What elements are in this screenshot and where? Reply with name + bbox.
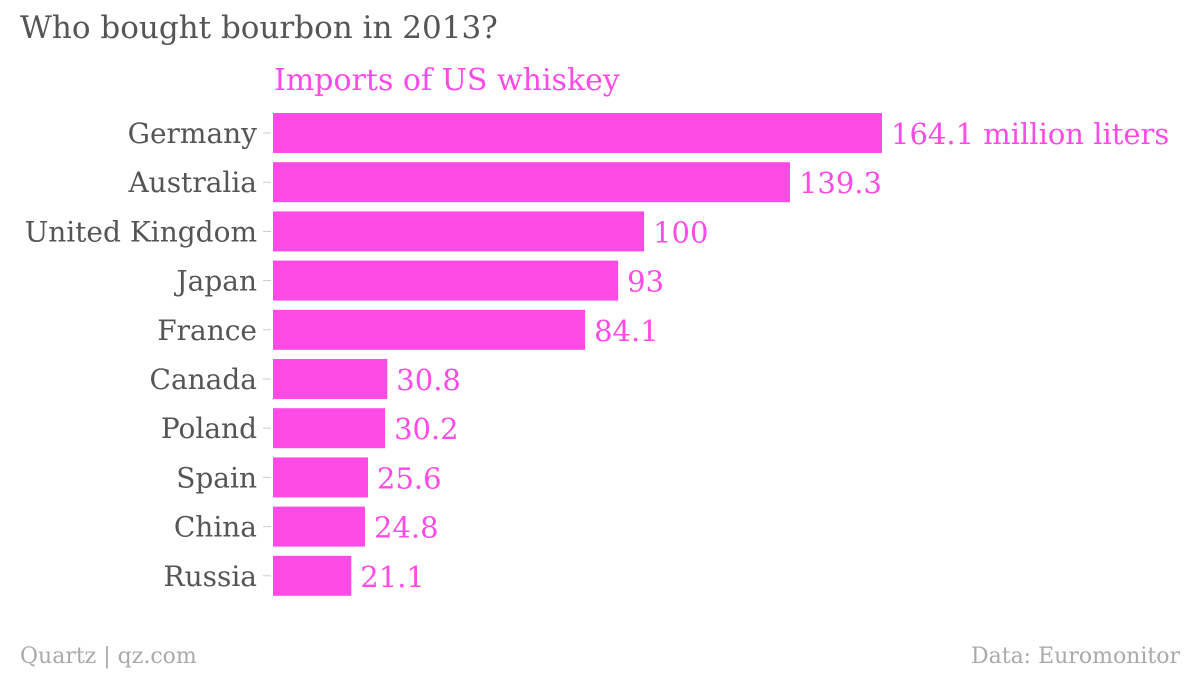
category-label: France xyxy=(157,314,257,347)
data-label: 93 xyxy=(627,265,664,299)
category-label: Japan xyxy=(173,265,257,298)
bar xyxy=(273,309,586,350)
bar xyxy=(273,457,369,498)
data-label: 84.1 xyxy=(594,314,659,348)
chart-title: Who bought bourbon in 2013? xyxy=(20,10,498,46)
data-label: 164.1 million liters xyxy=(891,117,1169,151)
category-label: China xyxy=(174,511,257,544)
category-label: Spain xyxy=(176,461,257,494)
category-label: Russia xyxy=(163,560,257,593)
data-label: 25.6 xyxy=(377,461,442,495)
category-label: Germany xyxy=(128,117,258,150)
bar xyxy=(273,260,619,301)
series-label: Imports of US whiskey xyxy=(274,63,620,98)
category-label: United Kingdom xyxy=(25,215,257,248)
data-label: 24.8 xyxy=(374,511,439,545)
bar xyxy=(273,506,366,547)
category-label: Poland xyxy=(161,412,257,445)
data-label: 30.8 xyxy=(396,363,461,397)
bar xyxy=(273,162,790,203)
category-label: Canada xyxy=(150,363,257,396)
data-label: 30.2 xyxy=(394,412,459,446)
data-label: 100 xyxy=(653,215,708,249)
footer-source: Data: Euromonitor xyxy=(970,644,1180,669)
bar xyxy=(273,211,645,252)
bar xyxy=(273,408,386,449)
bar xyxy=(273,555,352,596)
data-label: 21.1 xyxy=(360,560,425,594)
category-label: Australia xyxy=(127,166,257,199)
footer-credit: Quartz | qz.com xyxy=(20,644,197,669)
bar xyxy=(273,113,882,153)
bar xyxy=(273,359,388,399)
data-label: 139.3 xyxy=(799,166,882,200)
